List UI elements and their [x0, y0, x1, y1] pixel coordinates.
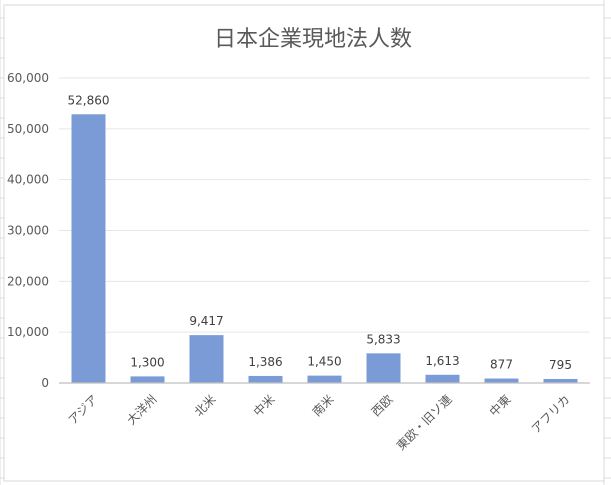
- data-label: 1,300: [130, 355, 164, 369]
- bar[interactable]: [307, 375, 342, 383]
- bar[interactable]: [366, 353, 401, 383]
- data-label: 795: [549, 358, 572, 372]
- data-label: 1,613: [425, 354, 459, 368]
- data-label: 1,386: [248, 355, 282, 369]
- data-label: 877: [490, 358, 513, 372]
- data-label: 1,450: [307, 355, 341, 369]
- y-tick-label: 50,000: [7, 122, 49, 136]
- chart-title: 日本企業現地法人数: [214, 27, 412, 52]
- gridlines: [59, 77, 590, 333]
- y-tick-label: 20,000: [7, 274, 49, 288]
- y-tick-label: 0: [41, 376, 49, 390]
- y-tick-label: 40,000: [7, 173, 49, 187]
- data-label: 5,833: [366, 332, 400, 346]
- bar[interactable]: [543, 378, 578, 383]
- data-labels: 52,860 1,300 9,417 1,386 1,450 5,833 1,613 877 7…: [68, 93, 572, 372]
- y-axis-tick-labels: 0 10,000 20,000 30,000 40,000 50,000 60,000: [7, 71, 49, 390]
- y-tick-label: 10,000: [7, 325, 49, 339]
- bar[interactable]: [71, 114, 106, 384]
- bar[interactable]: [248, 375, 283, 383]
- data-label: 9,417: [189, 314, 223, 328]
- bar-series: [71, 114, 578, 384]
- bar[interactable]: [425, 374, 460, 383]
- y-tick-label: 60,000: [7, 71, 49, 85]
- data-label: 52,860: [68, 93, 110, 107]
- bar[interactable]: [189, 335, 224, 383]
- y-tick-label: 30,000: [7, 224, 49, 238]
- bar[interactable]: [484, 378, 519, 383]
- bar[interactable]: [130, 376, 165, 383]
